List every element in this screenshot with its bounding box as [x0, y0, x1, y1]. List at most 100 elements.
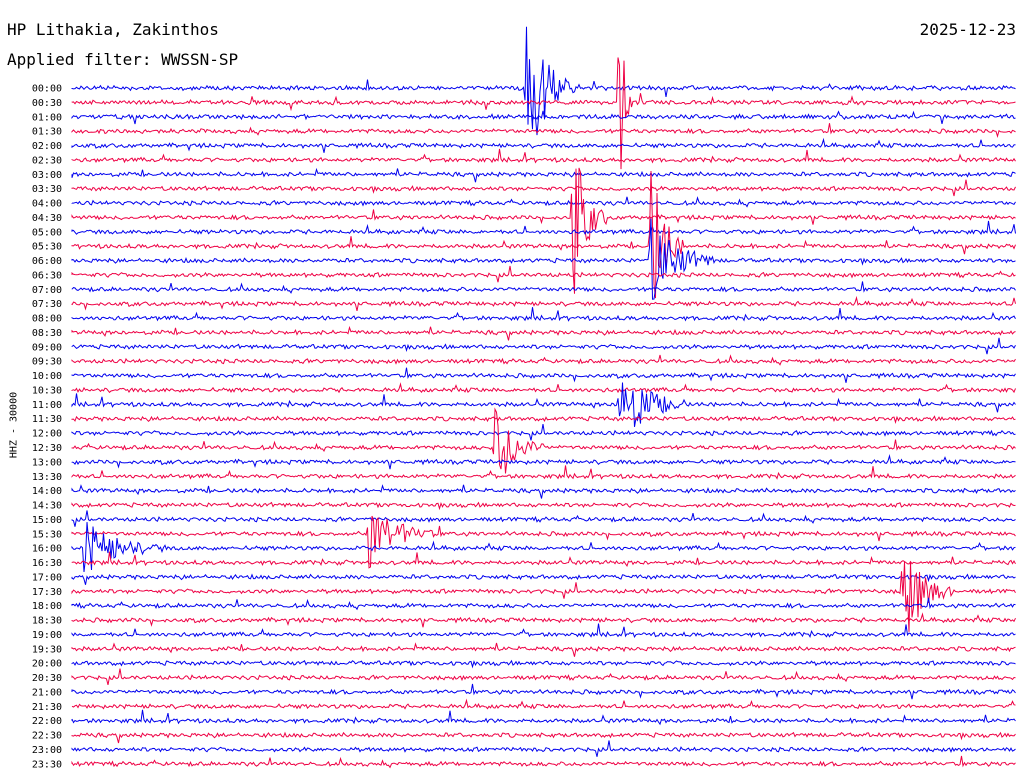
trace-row [71, 454, 1016, 470]
row-label: 14:30 [32, 501, 62, 512]
row-label: 11:00 [32, 400, 62, 411]
trace-row [71, 642, 1016, 657]
row-label: 01:30 [32, 127, 62, 138]
trace-row [71, 561, 1016, 632]
trace-row [71, 148, 1016, 164]
trace-row [71, 755, 1016, 769]
trace-row [71, 740, 1016, 757]
row-label: 05:30 [32, 242, 62, 253]
trace-row [71, 295, 1016, 312]
trace-row [71, 167, 1016, 294]
trace-row [71, 265, 1016, 283]
trace-row [71, 415, 1016, 424]
trace-row [71, 698, 1016, 710]
row-label: 18:30 [32, 616, 62, 627]
trace-row [71, 659, 1016, 669]
row-label: 09:00 [32, 342, 62, 353]
trace-row [71, 623, 1016, 638]
row-label: 10:00 [32, 371, 62, 382]
row-label: 07:30 [32, 299, 62, 310]
trace-row [71, 167, 1016, 183]
row-label: 05:00 [32, 227, 62, 238]
row-label-group: 00:00 00:30 01:00 01:30 02:00 02:30 03:00 03:30… [32, 84, 62, 771]
row-label: 23:30 [32, 759, 62, 770]
row-label: 03:00 [32, 170, 62, 181]
row-label: 08:30 [32, 328, 62, 339]
trace-row [71, 123, 1016, 138]
trace-row [71, 522, 1016, 573]
trace-row [71, 501, 1016, 511]
filter-label: Applied filter: WWSSN-SP [7, 50, 239, 69]
row-label: 19:00 [32, 630, 62, 641]
trace-row [71, 597, 1016, 611]
trace-row [71, 573, 1016, 585]
row-label: 06:30 [32, 270, 62, 281]
row-label: 20:30 [32, 673, 62, 684]
row-label: 22:00 [32, 716, 62, 727]
trace-row [71, 170, 1016, 299]
row-label: 00:30 [32, 98, 62, 109]
trace-row [71, 465, 1016, 480]
trace-row [71, 551, 1016, 567]
trace-row [71, 484, 1016, 499]
row-label: 17:00 [32, 572, 62, 583]
row-label: 09:30 [32, 357, 62, 368]
trace-row [71, 709, 1016, 726]
trace-row [71, 683, 1016, 700]
row-label: 21:30 [32, 702, 62, 713]
row-label: 10:30 [32, 385, 62, 396]
trace-row [71, 57, 1016, 170]
trace-row [71, 731, 1016, 744]
row-label: 03:30 [32, 184, 62, 195]
row-label: 13:30 [32, 472, 62, 483]
date-label: 2025-12-23 [919, 20, 1016, 39]
row-label: 04:30 [32, 213, 62, 224]
trace-row [71, 179, 1016, 197]
trace-row [71, 354, 1016, 366]
trace-row [71, 407, 1016, 474]
row-label: 19:30 [32, 644, 62, 655]
trace-row [71, 110, 1016, 125]
trace-row [71, 325, 1016, 341]
trace-row [71, 218, 1016, 300]
trace-row [71, 424, 1016, 441]
row-label: 02:30 [32, 155, 62, 166]
trace-row [71, 137, 1016, 153]
row-label: 17:30 [32, 587, 62, 598]
row-label: 14:00 [32, 486, 62, 497]
trace-row [71, 220, 1016, 236]
row-label: 01:00 [32, 112, 62, 123]
row-label: 15:30 [32, 529, 62, 540]
trace-row [71, 515, 1016, 569]
trace-row [71, 367, 1016, 383]
row-label: 21:00 [32, 687, 62, 698]
row-label: 08:00 [32, 314, 62, 325]
trace-group [71, 26, 1016, 769]
trace-row [71, 196, 1016, 208]
row-label: 20:00 [32, 659, 62, 670]
row-label: 11:30 [32, 414, 62, 425]
row-label: 18:00 [32, 601, 62, 612]
trace-row [71, 382, 1016, 394]
row-label: 16:00 [32, 544, 62, 555]
trace-row [71, 26, 1016, 136]
row-label: 23:00 [32, 745, 62, 756]
trace-row [71, 668, 1016, 686]
trace-row [71, 307, 1016, 322]
row-label: 07:00 [32, 285, 62, 296]
row-label: 13:00 [32, 457, 62, 468]
row-label: 16:30 [32, 558, 62, 569]
trace-row [71, 337, 1016, 355]
row-label: 15:00 [32, 515, 62, 526]
trace-row [71, 510, 1016, 527]
row-label: 04:00 [32, 199, 62, 210]
row-label: 12:00 [32, 429, 62, 440]
row-label: 06:00 [32, 256, 62, 267]
trace-row [71, 382, 1016, 427]
station-title: HP Lithakia, Zakinthos [7, 20, 219, 39]
row-label: 00:00 [32, 84, 62, 95]
row-label: 22:30 [32, 731, 62, 742]
trace-row [71, 281, 1016, 294]
trace-row [71, 612, 1016, 628]
